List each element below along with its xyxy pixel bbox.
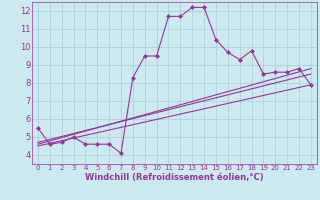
X-axis label: Windchill (Refroidissement éolien,°C): Windchill (Refroidissement éolien,°C): [85, 173, 264, 182]
